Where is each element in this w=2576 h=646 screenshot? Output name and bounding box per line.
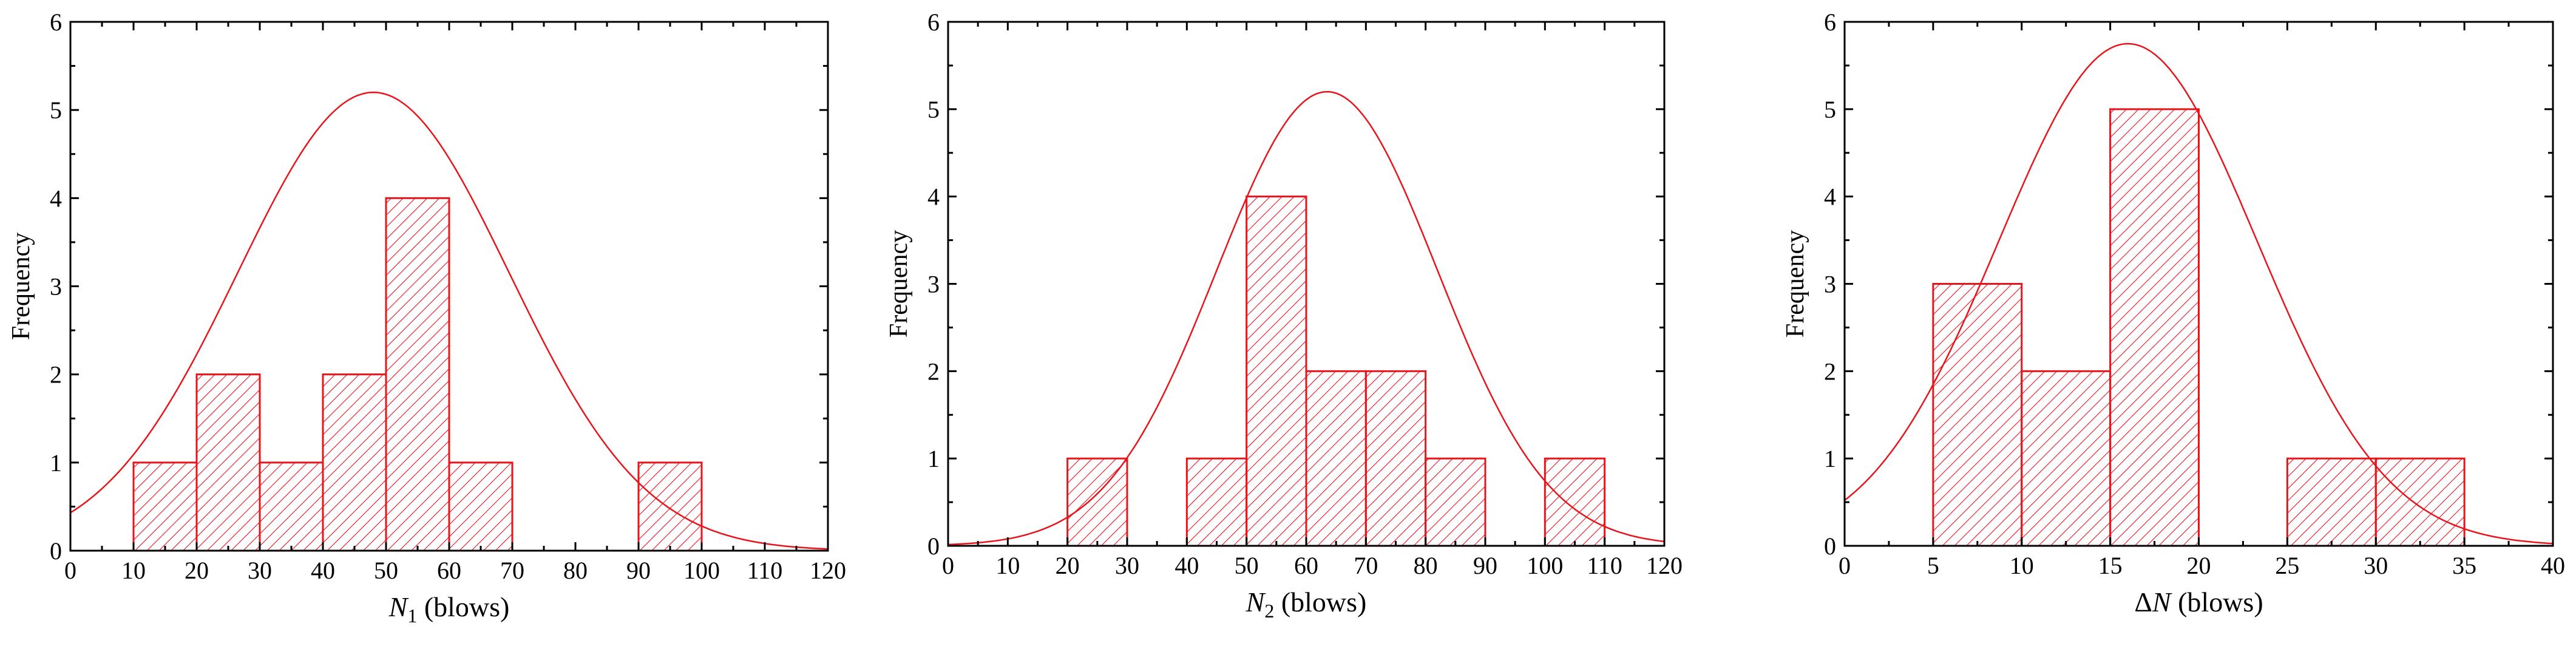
- x-axis-label: N2 (blows): [1246, 586, 1367, 622]
- x-tick-label: 40: [2541, 552, 2565, 579]
- x-tick-label: 120: [1646, 552, 1683, 579]
- histogram-bar: [1246, 195, 1307, 547]
- x-tick-label: 20: [1056, 552, 1080, 579]
- histogram-bar: [637, 461, 703, 552]
- y-tick-label: 2: [927, 358, 940, 385]
- x-tick-label: 80: [563, 557, 588, 584]
- y-tick-label: 3: [1824, 271, 1836, 298]
- y-tick-label: 5: [50, 97, 62, 124]
- x-tick-label: 50: [1235, 552, 1259, 579]
- x-tick-label: 20: [185, 557, 209, 584]
- x-tick-label: 70: [1354, 552, 1378, 579]
- x-tick-label: 110: [747, 557, 783, 584]
- chart-panel-3: 0 5 10 15 20 25 30 35 40 0 1 2 3 4 5 6 Frequency ΔN (blow…: [1781, 8, 2565, 617]
- y-tick-label: 1: [50, 449, 62, 477]
- histogram-bar: [2374, 457, 2466, 547]
- y-tick-label: 4: [50, 185, 62, 212]
- y-axis-label: Frequency: [885, 230, 913, 338]
- x-tick-label: 30: [2364, 552, 2388, 579]
- y-tick-label: 0: [1824, 532, 1836, 560]
- y-tick-label: 3: [927, 271, 940, 298]
- x-tick-label: 60: [1294, 552, 1318, 579]
- y-tick-label: 6: [50, 8, 62, 36]
- histogram-bar: [1932, 283, 2023, 547]
- x-tick-label: 30: [1115, 552, 1139, 579]
- x-tick-label: 25: [2275, 552, 2299, 579]
- x-tick-label: 15: [2098, 552, 2123, 579]
- x-tick-label: 50: [374, 557, 398, 584]
- y-tick-label: 0: [50, 537, 62, 565]
- x-tick-label: 70: [500, 557, 524, 584]
- normal-fit-curve: [70, 91, 829, 550]
- x-tick-label: 35: [2452, 552, 2476, 579]
- x-axis-label: N1 (blows): [388, 591, 510, 627]
- y-tick-label: 2: [50, 361, 62, 389]
- histogram-bar: [2109, 108, 2200, 547]
- x-tick-label: 30: [248, 557, 272, 584]
- y-tick-label: 4: [927, 183, 940, 211]
- histogram-bar: [1066, 457, 1128, 547]
- histogram-bar: [322, 373, 387, 552]
- x-tick-label: 0: [1839, 552, 1851, 579]
- x-tick-label: 60: [437, 557, 461, 584]
- histogram-bar: [132, 461, 198, 552]
- histogram-bar: [195, 373, 261, 552]
- histogram-bar: [2286, 457, 2377, 547]
- normal-fit-curve: [947, 90, 1665, 546]
- histogram-bar: [1425, 457, 1486, 547]
- y-tick-label: 1: [927, 445, 940, 472]
- histogram-bar: [448, 461, 514, 552]
- x-tick-label: 90: [1473, 552, 1497, 579]
- x-axis-label: ΔN (blows): [2134, 586, 2263, 617]
- histogram-bar: [1305, 370, 1367, 547]
- x-tick-label: 90: [626, 557, 651, 584]
- x-tick-label: 110: [1587, 552, 1622, 579]
- x-tick-label: 40: [311, 557, 335, 584]
- x-tick-label: 10: [121, 557, 146, 584]
- y-tick-label: 1: [1824, 445, 1836, 472]
- y-axis-label: Frequency: [1781, 230, 1809, 338]
- histogram-bar: [1185, 457, 1248, 547]
- x-tick-label: 80: [1414, 552, 1438, 579]
- y-tick-label: 0: [927, 532, 940, 560]
- histogram-bar: [259, 461, 324, 552]
- y-tick-label: 4: [1824, 183, 1836, 211]
- y-tick-label: 5: [1824, 96, 1836, 123]
- y-tick-label: 3: [50, 273, 62, 301]
- x-tick-label: 0: [64, 557, 76, 584]
- histogram-bar: [385, 197, 450, 552]
- x-tick-label: 5: [1927, 552, 1939, 579]
- histogram-bar: [1544, 457, 1606, 547]
- x-tick-label: 10: [995, 552, 1020, 579]
- x-tick-label: 100: [683, 557, 720, 584]
- y-axis-label: Frequency: [7, 233, 35, 340]
- y-tick-label: 2: [1824, 358, 1836, 385]
- x-tick-label: 0: [942, 552, 954, 579]
- x-tick-label: 10: [2010, 552, 2034, 579]
- y-tick-label: 6: [927, 8, 940, 36]
- histogram-bar: [1364, 370, 1427, 547]
- chart-panel-1: 0 10 20 30 40 50 60 70 80 90 100 110 120 0 1 2 3 4 5 6 Frequ…: [7, 8, 846, 627]
- normal-fit-curve: [1844, 42, 2554, 545]
- histogram-bar: [2021, 370, 2112, 547]
- y-tick-label: 5: [927, 96, 940, 123]
- x-tick-label: 100: [1527, 552, 1563, 579]
- chart-panel-2: 0 10 20 30 40 50 60 70 80 90 100 110 120 0 1 2 3 4 5 6 Frequ…: [885, 8, 1683, 622]
- y-tick-label: 6: [1824, 8, 1836, 36]
- x-tick-label: 120: [810, 557, 846, 584]
- x-tick-label: 40: [1174, 552, 1199, 579]
- x-tick-label: 20: [2187, 552, 2211, 579]
